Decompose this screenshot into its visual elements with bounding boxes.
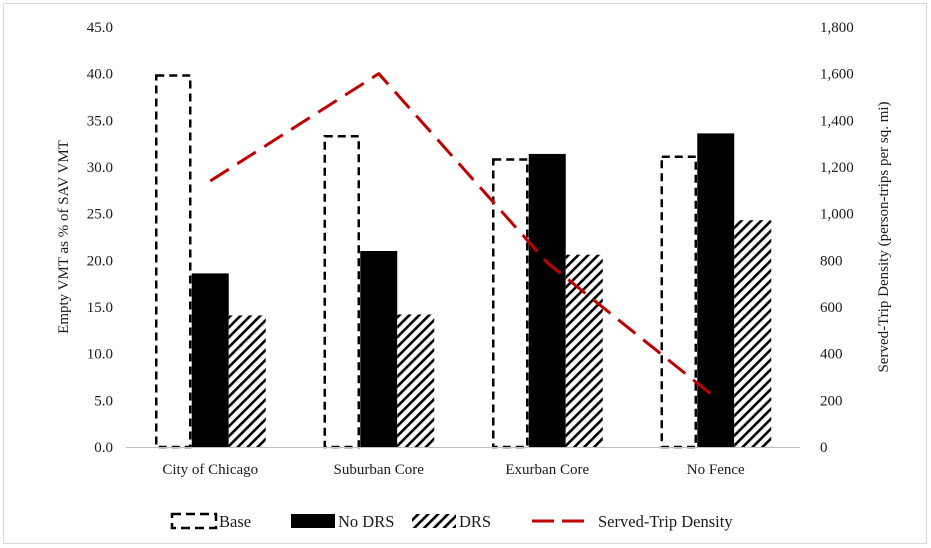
legend-swatch-no-drs xyxy=(291,514,335,528)
x-tick-label: City of Chicago xyxy=(162,462,258,478)
y2-tick-label: 800 xyxy=(820,253,843,269)
bar-no-drs xyxy=(697,133,735,447)
y2-tick-label: 1,200 xyxy=(820,160,854,176)
bar-base xyxy=(155,74,192,449)
y-tick-label: 45.0 xyxy=(87,20,113,36)
x-tick-label: No Fence xyxy=(687,462,745,478)
bar-no-drs xyxy=(191,273,229,447)
x-tick-label: Suburban Core xyxy=(334,462,425,478)
bar-base xyxy=(660,155,697,449)
legend-swatch-base xyxy=(170,512,218,530)
y-tick-label: 30.0 xyxy=(87,160,113,176)
y2-tick-label: 1,400 xyxy=(820,113,854,129)
y-tick-label: 0.0 xyxy=(94,440,113,456)
legend-label-base: Base xyxy=(219,512,251,531)
y2-tick-label: 0 xyxy=(820,440,828,456)
y2-tick-label: 400 xyxy=(820,347,843,363)
bar-base xyxy=(323,134,360,449)
legend-label-drs: DRS xyxy=(459,512,491,531)
y2-tick-label: 600 xyxy=(820,300,843,316)
bar-drs xyxy=(228,315,266,447)
legend-label-no-drs: No DRS xyxy=(338,512,394,531)
y2-tick-label: 1,600 xyxy=(820,67,854,83)
legend-swatch-drs xyxy=(412,514,456,528)
legend-label-served-trip-density: Served-Trip Density xyxy=(598,512,733,531)
y-tick-label: 25.0 xyxy=(87,207,113,223)
bar-drs xyxy=(734,220,772,447)
y-tick-label: 20.0 xyxy=(87,253,113,269)
bar-no-drs xyxy=(360,251,398,447)
y2-tick-label: 200 xyxy=(820,393,843,409)
y2-axis-title: Served-Trip Density (person-trips per sq… xyxy=(876,101,892,372)
y-tick-label: 40.0 xyxy=(87,67,113,83)
series-line-served-trip-density xyxy=(209,72,717,400)
legend: Base No DRS DRS Served-Trip Density xyxy=(170,512,733,531)
y-tick-label: 10.0 xyxy=(87,347,113,363)
y2-tick-label: 1,800 xyxy=(820,20,854,36)
bar-drs xyxy=(565,254,603,447)
plot-area: City of Chicago Suburban Core Exurban Core… xyxy=(56,20,892,478)
bar-base xyxy=(492,158,529,449)
bar-drs xyxy=(397,314,435,447)
bar-no-drs xyxy=(528,153,566,447)
y-axis-title: Empty VMT as % of SAV VMT xyxy=(56,140,72,334)
y-tick-label: 5.0 xyxy=(94,393,113,409)
y2-tick-label: 1,000 xyxy=(820,207,854,223)
x-tick-label: Exurban Core xyxy=(505,462,589,478)
y-tick-label: 15.0 xyxy=(87,300,113,316)
y-tick-label: 35.0 xyxy=(87,113,113,129)
